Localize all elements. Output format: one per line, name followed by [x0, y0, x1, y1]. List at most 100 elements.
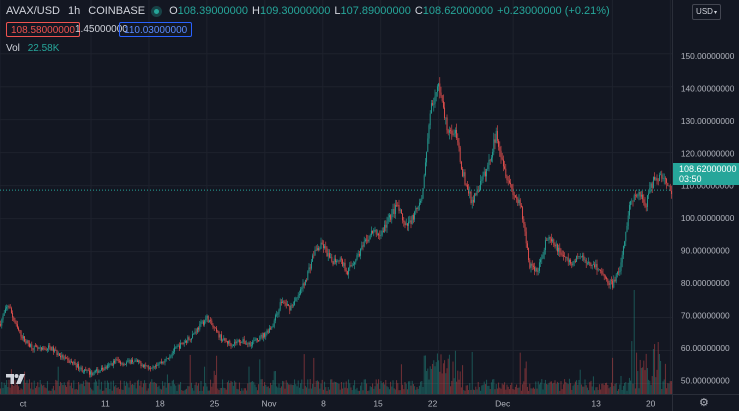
- candle: [498, 139, 500, 151]
- volume-bar: [651, 376, 653, 394]
- candle: [579, 253, 581, 260]
- gear-icon[interactable]: ⚙: [699, 397, 709, 409]
- volume-bar: [400, 364, 402, 394]
- x-tick-label: 15: [373, 398, 383, 408]
- candle: [658, 172, 660, 182]
- candle: [489, 158, 491, 165]
- interval-label[interactable]: 1h: [68, 5, 81, 17]
- volume-bar: [366, 383, 368, 394]
- candle: [45, 347, 47, 352]
- candle: [252, 339, 254, 348]
- candle: [445, 117, 447, 125]
- volume-bar: [652, 349, 654, 394]
- volume-bar: [471, 351, 473, 394]
- volume-bar: [494, 389, 496, 394]
- volume-bar: [290, 384, 292, 394]
- candle: [82, 369, 84, 374]
- candle: [54, 348, 56, 353]
- volume-bar: [132, 384, 134, 394]
- candle: [135, 358, 137, 363]
- candle: [296, 297, 298, 303]
- candle: [195, 328, 197, 335]
- volume-bar: [649, 380, 651, 394]
- volume-bar: [423, 355, 425, 394]
- candle: [361, 241, 363, 251]
- sell-button[interactable]: 108.58000000: [6, 22, 80, 37]
- volume-bar: [362, 390, 364, 394]
- volume-bar: [256, 390, 258, 394]
- candle: [544, 236, 546, 255]
- candle: [363, 236, 365, 248]
- candle: [554, 242, 556, 249]
- candle: [12, 310, 14, 321]
- volume-bar: [243, 388, 245, 394]
- tradingview-logo-icon[interactable]: [6, 371, 26, 385]
- volume-bar: [398, 390, 400, 394]
- time-scale[interactable]: ct 11 18 25 Nov 8 15 22 Dec 13 20: [0, 394, 672, 411]
- volume-bar: [79, 384, 81, 394]
- volume-bar: [616, 390, 618, 394]
- volume-bar: [255, 387, 257, 394]
- volume-bar: [206, 386, 208, 394]
- x-tick-label: ct: [20, 398, 27, 408]
- candle: [219, 334, 221, 341]
- candle: [194, 328, 196, 335]
- candle: [255, 337, 257, 343]
- volume-bar: [63, 382, 65, 394]
- candle: [416, 207, 418, 214]
- volume-bar: [158, 385, 160, 394]
- volume-bar: [331, 379, 333, 394]
- price-chart[interactable]: [0, 0, 672, 394]
- volume-bar: [222, 379, 224, 394]
- candle: [481, 176, 483, 185]
- volume-bar: [276, 386, 278, 394]
- volume-bar: [139, 385, 141, 394]
- candle: [666, 177, 668, 189]
- candle: [284, 299, 286, 307]
- volume-bar: [319, 388, 321, 394]
- symbol-pair[interactable]: AVAX/USD: [6, 5, 60, 17]
- buy-button[interactable]: 110.03000000: [119, 22, 193, 37]
- candle: [494, 133, 496, 150]
- candle: [147, 364, 149, 371]
- candle: [636, 193, 638, 198]
- candle: [616, 271, 618, 278]
- volume-bar: [660, 360, 662, 394]
- candle: [463, 169, 465, 178]
- volume-bar: [626, 390, 628, 394]
- volume-bar: [607, 385, 609, 394]
- candle: [368, 235, 370, 243]
- candle: [117, 356, 119, 363]
- volume-bar: [182, 390, 184, 394]
- candle: [529, 258, 531, 270]
- candle: [565, 256, 567, 263]
- volume-bar: [16, 382, 18, 394]
- volume-bar: [571, 389, 573, 394]
- volume-bar: [163, 385, 165, 394]
- volume-bar: [4, 384, 6, 394]
- currency-dropdown[interactable]: USD▾: [692, 4, 721, 20]
- candle: [439, 77, 441, 99]
- volume-bar: [397, 383, 399, 394]
- volume-bar: [568, 378, 570, 394]
- candle: [229, 339, 231, 347]
- price-scale[interactable]: 50.00000000 60.00000000 70.00000000 80.0000…: [672, 0, 739, 394]
- candle: [213, 325, 215, 331]
- candle: [444, 102, 446, 121]
- volume-bar: [87, 382, 89, 394]
- volume-bar: [130, 384, 132, 394]
- candle: [240, 340, 242, 346]
- volume-bar: [535, 381, 537, 394]
- volume-bar: [160, 389, 162, 394]
- candle: [264, 332, 266, 339]
- volume-bar: [345, 381, 347, 394]
- volume-bar: [82, 381, 84, 394]
- volume-bar: [628, 377, 630, 394]
- y-tick-label: 50.00000000: [681, 376, 730, 386]
- volume-bar: [15, 384, 17, 394]
- candle: [339, 256, 341, 263]
- volume-bar: [44, 387, 46, 394]
- candle: [500, 145, 502, 164]
- volume-bar: [150, 381, 152, 394]
- candle: [204, 319, 206, 327]
